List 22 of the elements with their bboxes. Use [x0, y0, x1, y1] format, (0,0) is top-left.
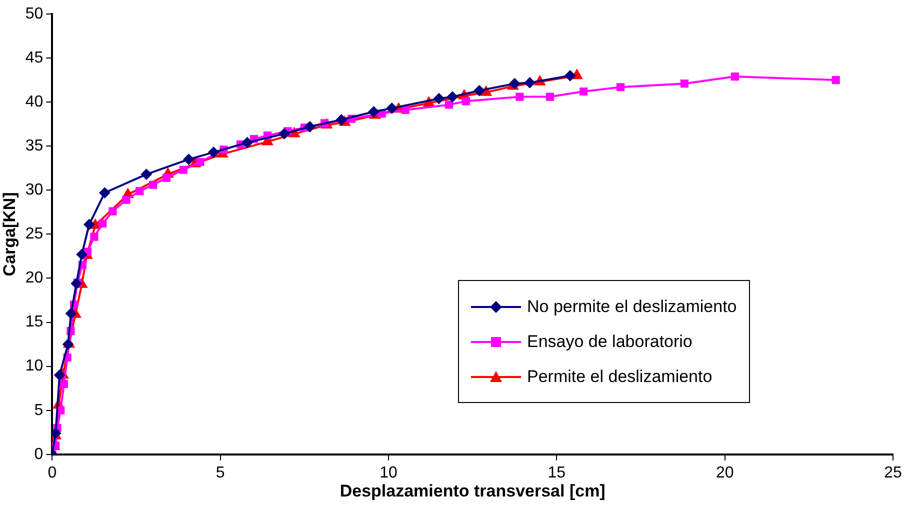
legend-label: Permite el deslizamiento	[527, 366, 712, 386]
x-axis-title: Desplazamiento transversal [cm]	[340, 481, 606, 500]
legend-label: No permite el deslizamiento	[527, 296, 737, 316]
y-tick-label: 25	[25, 226, 44, 243]
legend-label: Ensayo de laboratorio	[527, 332, 692, 352]
y-tick-label: 30	[25, 182, 44, 199]
y-tick-label: 20	[25, 270, 44, 287]
y-axis-title: Carga[KN]	[0, 192, 19, 276]
x-tick-label: 20	[716, 464, 734, 482]
x-tick-label: 10	[380, 464, 398, 482]
y-tick-label: 40	[25, 93, 44, 110]
y-tick-label: 10	[25, 358, 44, 375]
x-tick-label: 15	[548, 464, 566, 482]
y-tick-label: 35	[25, 138, 44, 155]
y-tick-label: 0	[34, 446, 44, 463]
y-tick-label: 15	[25, 314, 44, 331]
x-tick-label: 5	[216, 464, 225, 482]
y-tick-label: 5	[34, 402, 44, 419]
y-tick-label: 45	[25, 49, 44, 66]
x-tick-label: 0	[48, 464, 57, 482]
y-tick-label: 50	[25, 5, 44, 22]
x-tick-label: 25	[884, 464, 902, 482]
